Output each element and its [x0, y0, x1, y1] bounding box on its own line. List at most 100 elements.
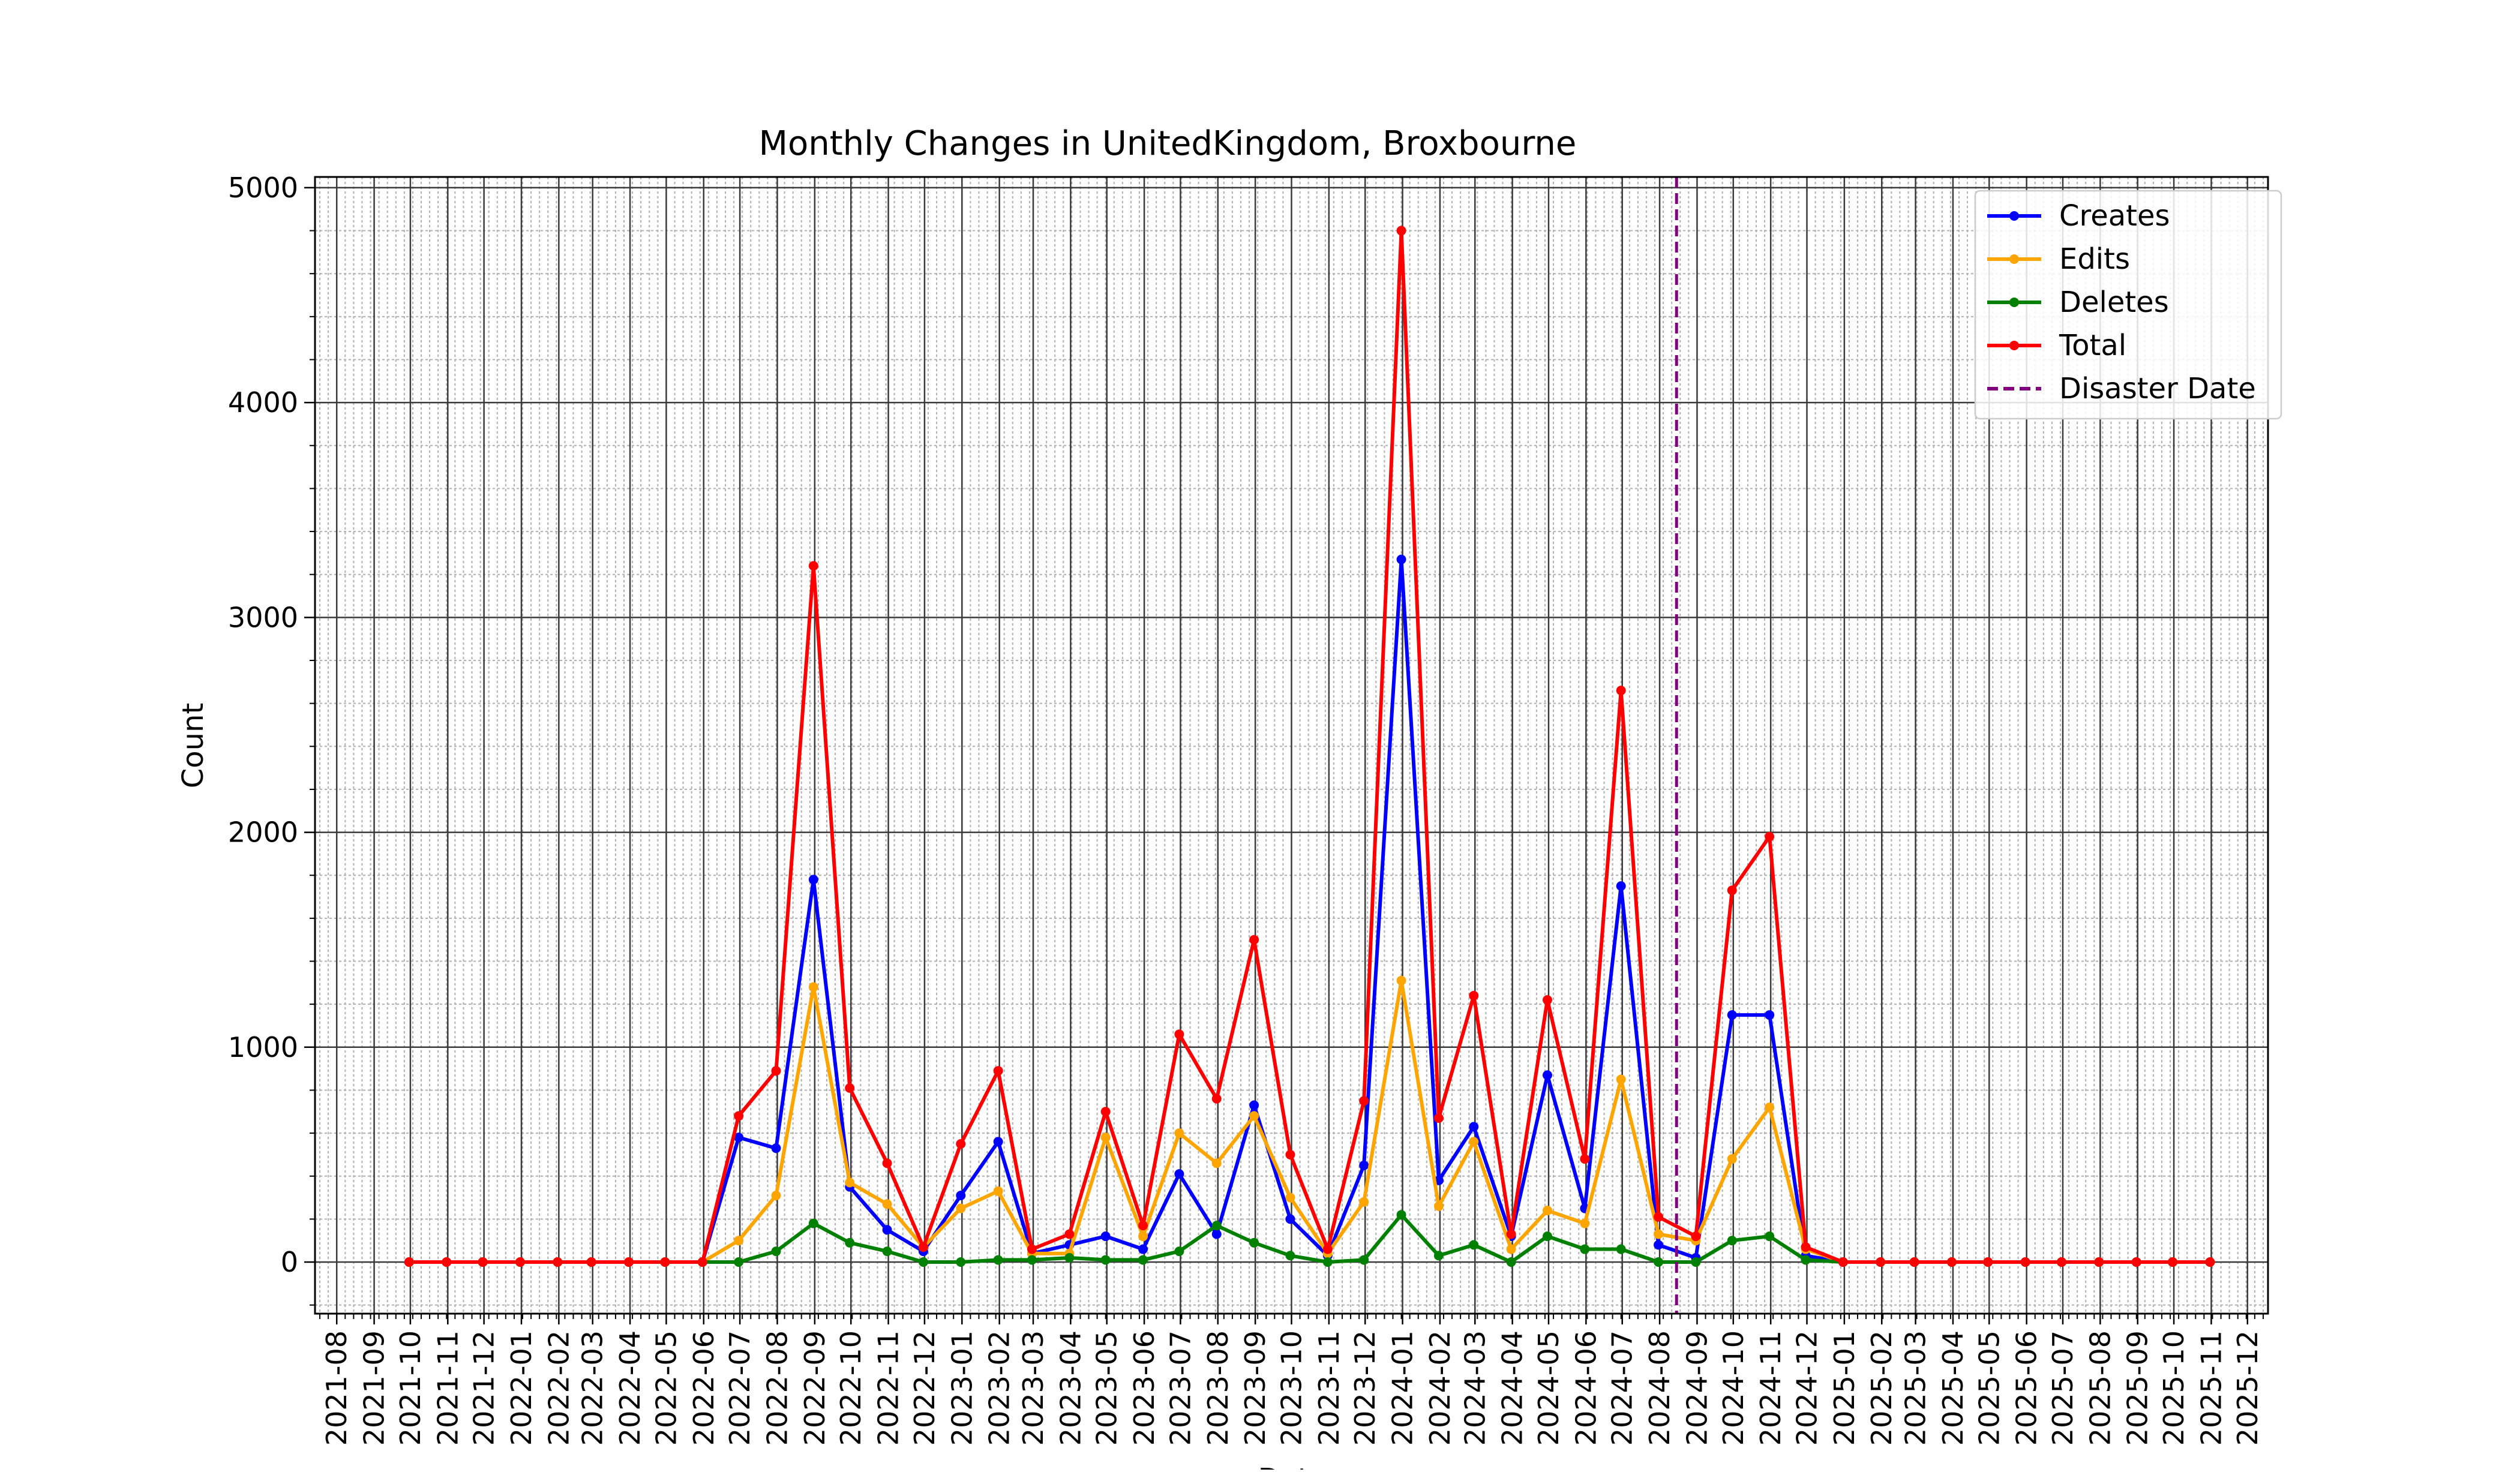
- data-point-deletes: [1506, 1257, 1516, 1267]
- data-point-edits: [808, 982, 818, 992]
- data-point-total: [771, 1066, 781, 1076]
- data-point-total: [515, 1257, 525, 1267]
- legend-box: [1974, 190, 2282, 420]
- x-tick-label: 2024-08: [1643, 1330, 1676, 1446]
- data-point-total: [478, 1257, 488, 1267]
- data-point-edits: [1100, 1132, 1111, 1143]
- x-tick-label: 2025-04: [1937, 1330, 1969, 1446]
- data-point-edits: [734, 1236, 744, 1246]
- data-point-edits: [1174, 1128, 1184, 1138]
- data-point-deletes: [1691, 1257, 1701, 1267]
- data-point-total: [660, 1257, 670, 1267]
- x-tick-label: 2024-07: [1606, 1330, 1639, 1446]
- data-point-creates: [808, 875, 818, 885]
- data-point-total: [1359, 1096, 1369, 1106]
- data-point-edits: [845, 1177, 855, 1188]
- data-point-edits: [771, 1190, 781, 1200]
- legend-item-deletes: Deletes: [1987, 286, 2169, 319]
- data-point-creates: [1469, 1122, 1479, 1132]
- data-point-deletes: [918, 1257, 928, 1267]
- legend-item-edits: Edits: [1987, 242, 2130, 276]
- x-tick-label: 2021-08: [320, 1330, 353, 1446]
- data-point-creates: [1765, 1010, 1775, 1020]
- x-tick-label: 2023-09: [1239, 1330, 1271, 1446]
- data-point-edits: [956, 1203, 966, 1213]
- data-point-total: [1765, 831, 1775, 842]
- x-tick-label: 2021-10: [394, 1330, 427, 1446]
- series-total: [404, 226, 2215, 1267]
- x-tick-label: 2023-06: [1128, 1330, 1160, 1446]
- data-point-total: [993, 1066, 1003, 1076]
- data-point-deletes: [1285, 1251, 1295, 1261]
- data-point-total: [1654, 1212, 1664, 1222]
- series-edits: [404, 975, 2215, 1267]
- y-axis-label: Count: [176, 703, 210, 789]
- data-point-creates: [1211, 1229, 1222, 1239]
- x-axis-label: Date: [1258, 1462, 1327, 1470]
- x-tick-label: 2023-03: [1017, 1330, 1049, 1446]
- data-point-total: [1727, 885, 1737, 896]
- legend-marker-creates: [2009, 211, 2019, 221]
- data-point-total: [1876, 1257, 1886, 1267]
- data-point-creates: [1285, 1214, 1295, 1224]
- data-point-edits: [1506, 1244, 1516, 1254]
- data-point-total: [697, 1257, 707, 1267]
- x-tick-label: 2025-10: [2158, 1330, 2190, 1446]
- legend-label-deletes: Deletes: [2059, 286, 2169, 319]
- data-point-total: [1174, 1029, 1184, 1040]
- x-tick-label: 2022-11: [872, 1330, 905, 1446]
- data-point-creates: [1100, 1231, 1111, 1242]
- data-point-total: [2131, 1257, 2141, 1267]
- axes-layer: 2021-08 2021-09 2021-10 2021-11 2021-12 2022-…: [228, 172, 2269, 1446]
- data-point-deletes: [1174, 1246, 1184, 1257]
- x-tick-label: 2024-06: [1570, 1330, 1602, 1446]
- x-tick-label: 2022-02: [542, 1330, 575, 1446]
- data-point-edits: [1359, 1197, 1369, 1207]
- x-tick-label: 2024-02: [1424, 1330, 1456, 1446]
- data-point-deletes: [1027, 1255, 1037, 1265]
- data-point-creates: [882, 1225, 892, 1235]
- data-point-deletes: [1469, 1240, 1479, 1250]
- data-layer: [404, 177, 2215, 1314]
- x-tick-label: 2022-03: [577, 1330, 609, 1446]
- x-tick-label: 2021-12: [468, 1330, 500, 1446]
- x-tick-label: 2023-05: [1091, 1330, 1123, 1446]
- data-point-total: [1211, 1094, 1222, 1104]
- data-point-deletes: [771, 1246, 781, 1257]
- data-point-total: [2168, 1257, 2178, 1267]
- data-point-deletes: [845, 1237, 855, 1248]
- data-point-creates: [1249, 1100, 1259, 1110]
- data-point-deletes: [1727, 1236, 1737, 1246]
- data-point-total: [918, 1242, 928, 1252]
- x-tick-label: 2022-05: [650, 1330, 682, 1446]
- data-point-total: [808, 561, 818, 571]
- x-tick-label: 2025-01: [1828, 1330, 1861, 1446]
- series-creates: [404, 554, 2215, 1267]
- data-point-deletes: [956, 1257, 966, 1267]
- data-point-creates: [1542, 1070, 1552, 1080]
- data-point-total: [1691, 1231, 1701, 1242]
- chart-title: Monthly Changes in UnitedKingdom, Broxbo…: [759, 124, 1577, 163]
- data-point-edits: [1542, 1206, 1552, 1216]
- data-point-total: [1322, 1244, 1333, 1254]
- data-point-total: [1138, 1221, 1148, 1231]
- y-tick-label: 4000: [228, 386, 298, 419]
- legend-item-disaster-date: Disaster Date: [1987, 372, 2256, 405]
- x-tick-label: 2023-10: [1276, 1330, 1308, 1446]
- data-point-deletes: [1249, 1237, 1259, 1248]
- data-point-edits: [1249, 1111, 1259, 1121]
- data-point-total: [1249, 935, 1259, 945]
- legend-item-total: Total: [1987, 329, 2126, 362]
- data-point-deletes: [882, 1246, 892, 1257]
- data-point-creates: [993, 1137, 1003, 1147]
- plot-frame: [314, 176, 2269, 1315]
- data-point-total: [1946, 1257, 1957, 1267]
- data-point-deletes: [1765, 1231, 1775, 1242]
- data-point-deletes: [1322, 1257, 1333, 1267]
- data-point-total: [882, 1158, 892, 1168]
- data-point-total: [2056, 1257, 2066, 1267]
- x-tick-label: 2022-10: [835, 1330, 867, 1446]
- data-point-total: [1838, 1257, 1848, 1267]
- data-point-creates: [771, 1143, 781, 1153]
- data-point-creates: [1138, 1244, 1148, 1254]
